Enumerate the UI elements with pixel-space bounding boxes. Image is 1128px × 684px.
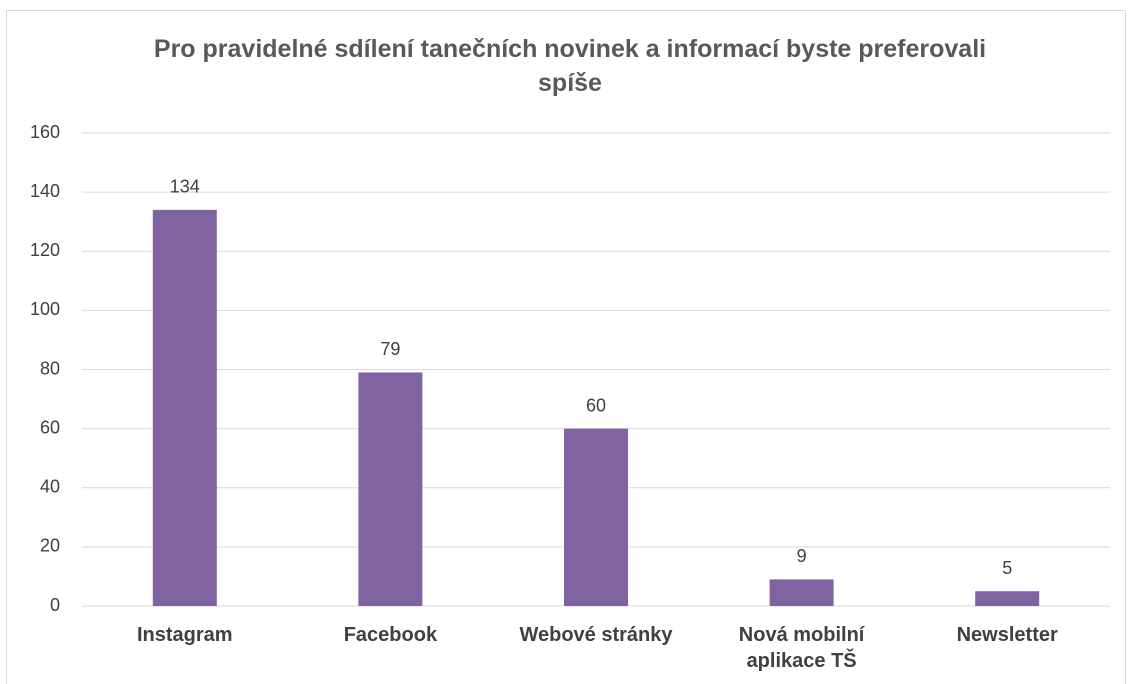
y-tick-label: 100 xyxy=(30,299,60,319)
data-label: 79 xyxy=(380,339,400,359)
data-label: 60 xyxy=(586,395,606,415)
chart-title: Pro pravidelné sdílení tanečních novinek… xyxy=(153,35,987,97)
data-label: 5 xyxy=(1002,558,1012,578)
x-tick-label: Nová mobilní aplikace TŠ xyxy=(738,624,865,672)
data-label: 134 xyxy=(170,177,200,197)
x-tick-label: Facebook xyxy=(343,624,438,646)
y-tick-label: 120 xyxy=(30,240,60,260)
chart-frame xyxy=(6,10,1126,684)
y-tick-label: 60 xyxy=(40,417,60,437)
y-tick-label: 0 xyxy=(50,595,60,615)
bar xyxy=(975,591,1040,606)
bar xyxy=(564,428,628,606)
x-tick-label: Newsletter xyxy=(956,624,1058,646)
bar xyxy=(358,372,423,606)
y-tick-label: 40 xyxy=(40,477,60,497)
y-tick-label: 160 xyxy=(30,122,60,142)
bar xyxy=(769,579,834,606)
x-tick-label: Instagram xyxy=(137,624,233,646)
data-label: 9 xyxy=(797,546,807,566)
y-tick-label: 140 xyxy=(30,181,60,201)
bar xyxy=(152,209,217,607)
y-tick-label: 80 xyxy=(40,358,60,378)
x-tick-label: Webové stránky xyxy=(519,624,673,646)
y-tick-label: 20 xyxy=(40,536,60,556)
